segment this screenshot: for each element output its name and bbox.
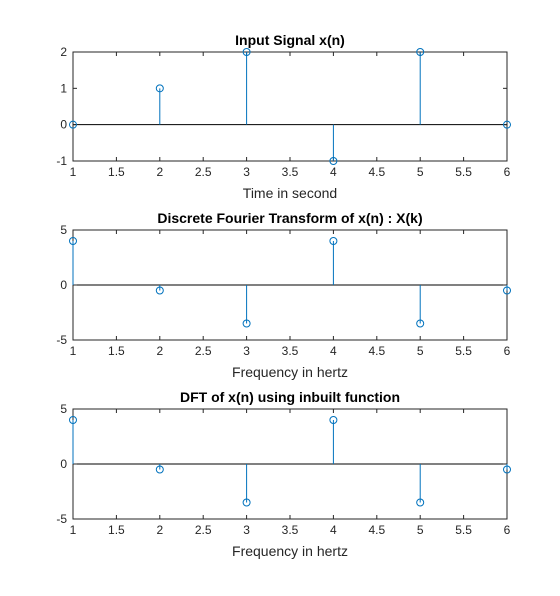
subplot-1-xtick-label: 3 <box>243 165 250 179</box>
subplot-3-xtick-label: 2 <box>156 523 163 537</box>
subplot-2-ytick-label: 5 <box>60 223 67 237</box>
subplot-2-stem-marker <box>155 286 164 295</box>
subplot-2-ytick-label: 0 <box>60 278 67 292</box>
subplot-3-xtick-label: 3.5 <box>282 523 299 537</box>
subplot-2-xtick-label: 3 <box>243 344 250 358</box>
subplot-1: 1 1.5 2 2.5 3 3.5 4 4.5 5 5.5 6 -1 0 1 2 Input Signal x… <box>56 32 511 201</box>
subplot-2-xtick-label: 6 <box>504 344 511 358</box>
subplot-2-stem-marker <box>503 286 511 295</box>
subplot-1-stem-marker <box>416 48 425 56</box>
subplot-3-stem-marker <box>69 416 77 424</box>
subplot-3-xtick-label: 4 <box>330 523 337 537</box>
subplot-3-ytick-label: -5 <box>56 512 67 526</box>
subplot-1-xtick-label: 4.5 <box>368 165 385 179</box>
subplot-1-xtick-label: 5 <box>417 165 424 179</box>
subplot-1-xtick-label: 2.5 <box>195 165 212 179</box>
subplot-2-stem-marker <box>416 319 425 328</box>
subplot-2-xtick-label: 4 <box>330 344 337 358</box>
subplot-2-xtick-label: 5 <box>417 344 424 358</box>
subplot-1-stem-marker <box>329 157 338 165</box>
subplot-1-stem-marker <box>69 120 77 129</box>
subplot-3-stem-marker <box>329 416 338 424</box>
subplot-3-xtick-label: 3 <box>243 523 250 537</box>
subplot-1-xtick-label: 2 <box>156 165 163 179</box>
subplot-1-stem-marker <box>155 84 164 93</box>
subplot-3-xtick-label: 2.5 <box>195 523 212 537</box>
subplot-2-xtick-label: 1.5 <box>108 344 125 358</box>
subplot-3-xlabel: Frequency in hertz <box>232 543 348 559</box>
subplot-2-stem-marker <box>242 319 251 328</box>
subplot-1-stem-marker <box>242 48 251 56</box>
subplot-2-title: Discrete Fourier Transform of x(n) : X(k… <box>157 210 422 226</box>
subplot-1-xtick-label: 1.5 <box>108 165 125 179</box>
subplot-3-stem-marker <box>155 465 164 474</box>
subplot-2-xtick-label: 5.5 <box>455 344 472 358</box>
subplot-3-stem-marker <box>416 498 425 507</box>
subplot-1-xtick-label: 1 <box>70 165 77 179</box>
subplot-2-ytick-label: -5 <box>56 333 67 347</box>
subplot-1-ytick-label: 2 <box>60 45 67 59</box>
subplot-2-stem-marker <box>329 237 338 245</box>
subplot-1-title: Input Signal x(n) <box>235 32 345 48</box>
subplot-3-xtick-label: 5.5 <box>455 523 472 537</box>
subplot-1-xtick-label: 6 <box>504 165 511 179</box>
subplot-1-xtick-label: 3.5 <box>282 165 299 179</box>
subplot-3-xtick-label: 5 <box>417 523 424 537</box>
subplot-3-stem-marker <box>242 498 251 507</box>
subplot-1-xtick-label: 5.5 <box>455 165 472 179</box>
subplot-1-ytick-label: 1 <box>60 81 67 95</box>
subplot-1-ytick-label: 0 <box>60 118 67 132</box>
subplot-1-axes-box <box>72 51 508 162</box>
subplot-1-ytick-label: -1 <box>56 154 67 168</box>
subplot-2-xtick-label: 2 <box>156 344 163 358</box>
subplot-3-stem-marker <box>503 465 511 474</box>
subplot-2-xlabel: Frequency in hertz <box>232 364 348 380</box>
subplot-3-xtick-label: 1.5 <box>108 523 125 537</box>
subplot-1-xlabel: Time in second <box>243 185 337 201</box>
subplot-1-xtick-label: 4 <box>330 165 337 179</box>
subplot-3-xtick-label: 1 <box>70 523 77 537</box>
subplot-2: 1 1.5 2 2.5 3 3.5 4 4.5 5 5.5 6 -5 0 5 Discrete Fourie… <box>56 210 511 380</box>
subplot-2-xtick-label: 4.5 <box>368 344 385 358</box>
subplot-3-xtick-label: 4.5 <box>368 523 385 537</box>
subplot-3: 1 1.5 2 2.5 3 3.5 4 4.5 5 5.5 6 -5 0 5 DFT of x(n) usi… <box>56 389 511 559</box>
subplot-3-xtick-label: 6 <box>504 523 511 537</box>
subplot-2-xtick-label: 3.5 <box>282 344 299 358</box>
subplot-2-stem-marker <box>69 237 77 245</box>
subplot-3-ytick-label: 5 <box>60 402 67 416</box>
subplot-2-xtick-label: 1 <box>70 344 77 358</box>
subplot-1-stem-marker <box>503 120 511 129</box>
subplot-3-ytick-label: 0 <box>60 457 67 471</box>
subplot-2-xtick-label: 2.5 <box>195 344 212 358</box>
subplot-3-title: DFT of x(n) using inbuilt function <box>180 389 400 405</box>
